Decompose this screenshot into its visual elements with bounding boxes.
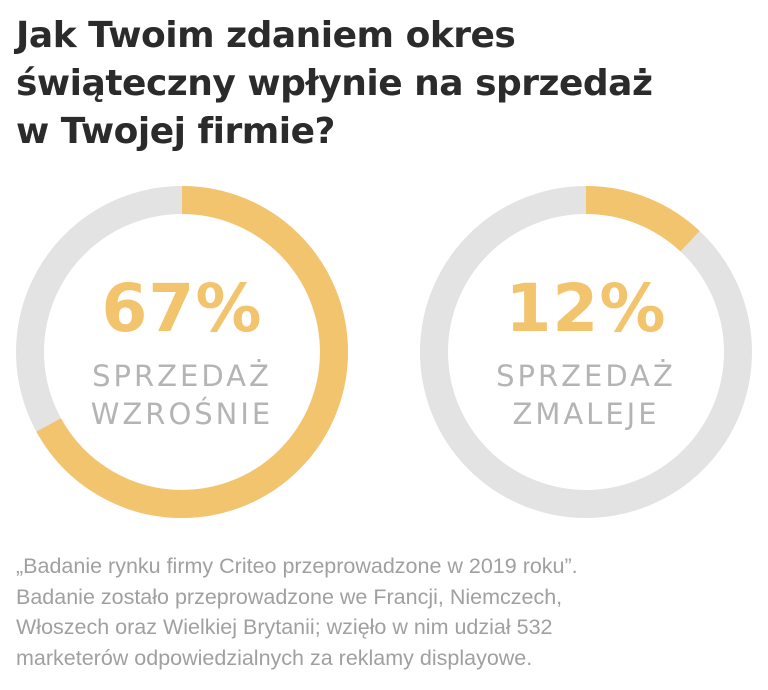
title-line-2: świąteczny wpłynie na sprzedaż <box>16 63 653 104</box>
donut-decrease-value-arc <box>420 186 752 518</box>
donut-increase-center: 67% SPRZEDAŻ WZROŚNIE <box>16 186 348 518</box>
donut-decrease-center: 12% SPRZEDAŻ ZMALEJE <box>420 186 752 518</box>
title-line-1: Jak Twoim zdaniem okres <box>16 15 516 56</box>
source-note-line-1: „Badanie rynku firmy Criteo przeprowadzo… <box>16 554 578 578</box>
title-line-3: w Twojej firmie? <box>16 111 335 152</box>
donut-increase-label-line-1: SPRZEDAŻ <box>92 359 272 393</box>
donut-increase-svg <box>16 186 348 518</box>
source-note-line-3: Włoszech oraz Wielkiej Brytanii; wzięło … <box>16 615 553 639</box>
donut-chart-increase: 67% SPRZEDAŻ WZROŚNIE <box>16 186 348 518</box>
donut-decrease-label-line-1: SPRZEDAŻ <box>496 359 676 393</box>
source-note: „Badanie rynku firmy Criteo przeprowadzo… <box>16 551 756 673</box>
donut-decrease-label-line-2: ZMALEJE <box>512 397 660 431</box>
donut-decrease-svg <box>420 186 752 518</box>
donut-chart-decrease: 12% SPRZEDAŻ ZMALEJE <box>420 186 752 518</box>
source-note-line-4: marketerów odpowiedzialnych za reklamy d… <box>16 645 533 670</box>
donut-increase-value-arc <box>16 186 348 518</box>
page-title: Jak Twoim zdaniem okres świąteczny wpłyn… <box>16 12 756 156</box>
source-note-line-2: Badanie zostało przeprowadzone we Francj… <box>16 584 563 609</box>
donut-increase-label-line-2: WZROŚNIE <box>90 397 274 431</box>
donut-decrease-percent-label: 12% <box>505 270 667 347</box>
donut-increase-percent-label: 67% <box>101 270 263 347</box>
